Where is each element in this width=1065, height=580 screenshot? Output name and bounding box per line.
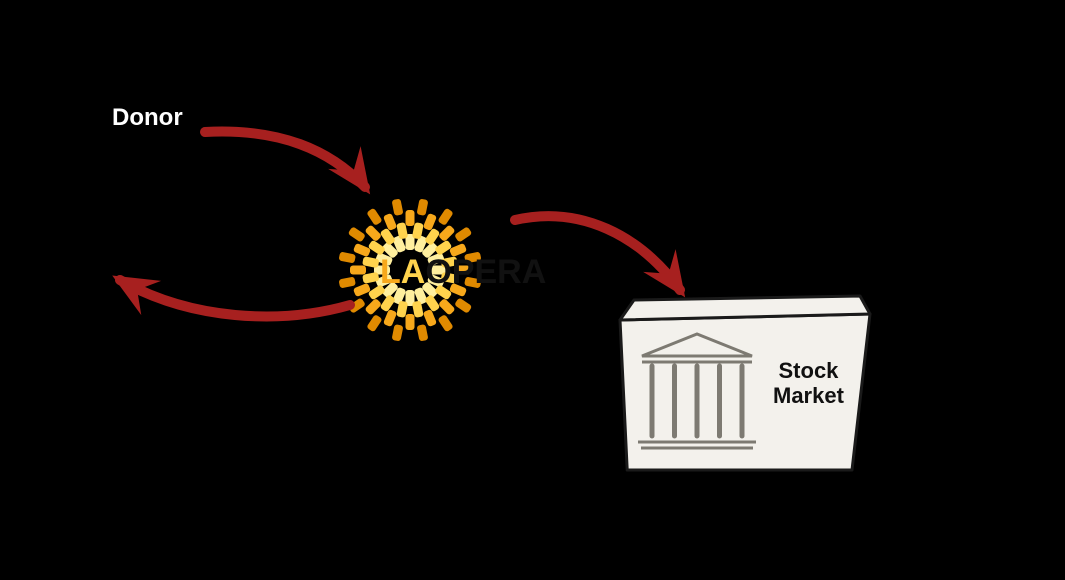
laopera-to-donor-head (102, 258, 161, 315)
stock-market-line2: Market (773, 383, 844, 408)
laopera-to-stock-head (643, 249, 701, 309)
stock-market-line1: Stock (779, 358, 839, 383)
laopera-to-donor (120, 280, 350, 316)
laopera-logo: LAOPERA (350, 210, 470, 330)
logo-letter-a: A (401, 253, 426, 291)
donor-to-laopera-head (328, 146, 386, 206)
logo-word-opera: OPERA (425, 253, 546, 291)
laopera-wordmark: LAOPERA (380, 253, 546, 292)
stock-market-label: Stock Market (773, 358, 844, 409)
logo-letter-l: L (380, 253, 401, 291)
donor-label: Donor (112, 104, 183, 132)
donor-to-laopera (205, 132, 365, 187)
